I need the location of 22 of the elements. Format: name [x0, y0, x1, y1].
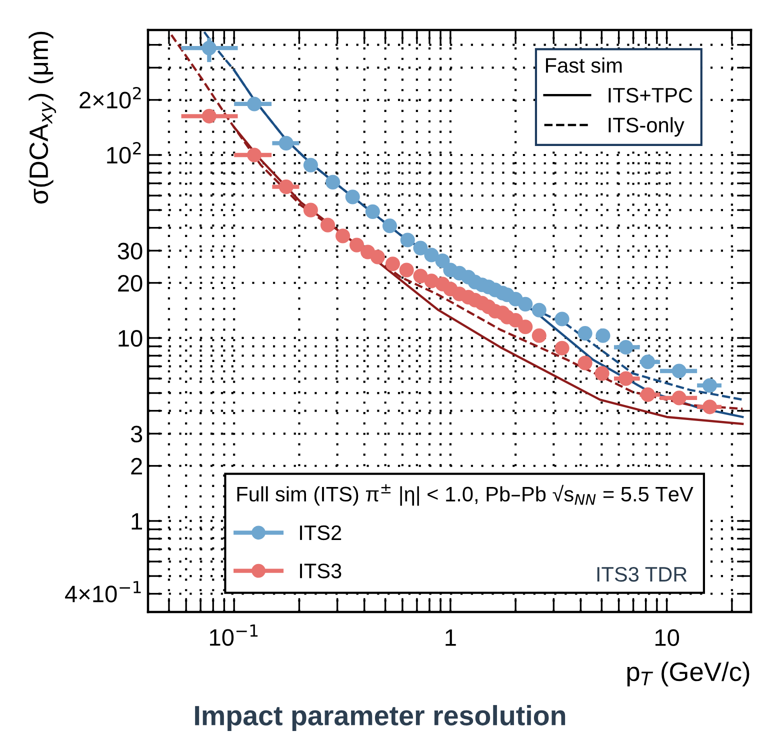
y-tick-label: 2×10$^{2}$	[80, 86, 141, 109]
y-tick-label: 1	[132, 513, 142, 530]
text: Impact parameter resolution	[195, 705, 566, 731]
x-tick-label: 10	[655, 629, 680, 646]
annotation: ITS3 TDR	[597, 566, 687, 582]
x-tick-label: 1	[446, 630, 456, 646]
legend-label: ITS3	[300, 564, 342, 578]
legend-title: Full sim (ITS) π$^{±}$ |η| < 1.0, Pb–Pb √s$_{NN}$ = 5.5 TeV	[237, 484, 694, 506]
y-tick-label: 20	[118, 274, 142, 292]
y-tick-label: 2	[131, 458, 142, 474]
annotation: Fast sim	[546, 57, 622, 73]
x-tick-label: 10$^{−1}$	[210, 624, 258, 646]
y-axis-title: σ(DCA$_{xy}$) (μm)	[28, 32, 56, 204]
y-tick-label: 30	[118, 242, 142, 260]
y-tick-label: 4×10$^{−1}$	[65, 581, 141, 602]
y-tick-label: 10	[118, 330, 142, 347]
annotation: ITS+TPC	[608, 88, 692, 103]
x-axis-title: p$_{T}$ (GeV/c)	[627, 662, 750, 686]
annotation: ITS-only	[608, 117, 684, 137]
y-tick-label: 10$^{2}$	[107, 142, 141, 164]
y-tick-label: 3	[130, 426, 142, 442]
legend-label: ITS2	[300, 525, 342, 540]
